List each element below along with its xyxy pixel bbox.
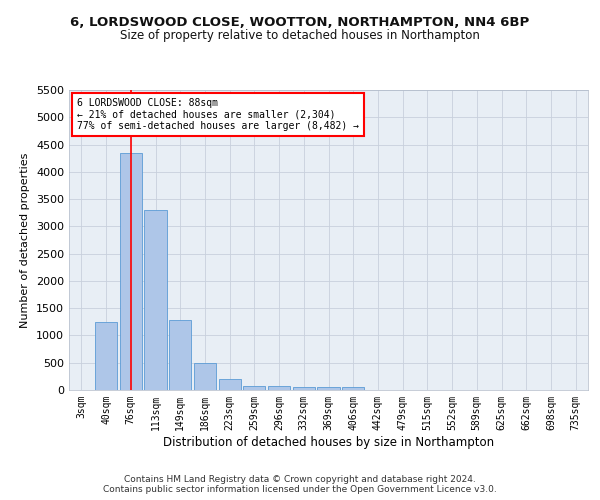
Y-axis label: Number of detached properties: Number of detached properties	[20, 152, 31, 328]
Bar	[218, 378, 241, 390]
Bar	[243, 386, 265, 390]
Text: Size of property relative to detached houses in Northampton: Size of property relative to detached ho…	[120, 28, 480, 42]
Bar	[293, 387, 315, 390]
Bar	[317, 387, 340, 390]
Bar	[268, 386, 290, 390]
Bar	[145, 210, 167, 390]
Bar	[194, 364, 216, 390]
Bar	[342, 387, 364, 390]
Bar	[169, 320, 191, 390]
Text: 6, LORDSWOOD CLOSE, WOOTTON, NORTHAMPTON, NN4 6BP: 6, LORDSWOOD CLOSE, WOOTTON, NORTHAMPTON…	[70, 16, 530, 29]
Bar	[95, 322, 117, 390]
Bar	[119, 152, 142, 390]
Text: 6 LORDSWOOD CLOSE: 88sqm
← 21% of detached houses are smaller (2,304)
77% of sem: 6 LORDSWOOD CLOSE: 88sqm ← 21% of detach…	[77, 98, 359, 130]
Text: Contains public sector information licensed under the Open Government Licence v3: Contains public sector information licen…	[103, 486, 497, 494]
Text: Contains HM Land Registry data © Crown copyright and database right 2024.: Contains HM Land Registry data © Crown c…	[124, 476, 476, 484]
X-axis label: Distribution of detached houses by size in Northampton: Distribution of detached houses by size …	[163, 436, 494, 448]
